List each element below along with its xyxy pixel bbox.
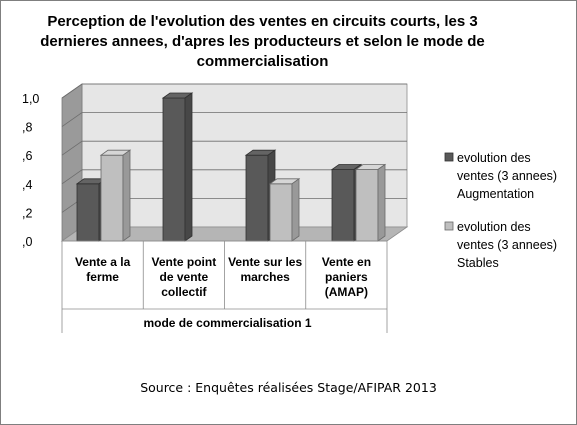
legend-swatch bbox=[444, 152, 454, 162]
x-category-label: Vente sur les marches bbox=[228, 255, 302, 284]
y-tick-label: ,0 bbox=[22, 235, 32, 249]
source-note: Source : Enquêtes réalisées Stage/AFIPAR… bbox=[140, 380, 437, 395]
legend-swatch bbox=[444, 221, 454, 231]
bar-augmentation bbox=[161, 92, 194, 242]
y-tick-label: 1,0 bbox=[22, 92, 39, 106]
bar-stables bbox=[99, 149, 132, 242]
legend-label: evolution des ventes (3 annees) Stables bbox=[457, 220, 557, 270]
gridline-side bbox=[61, 169, 83, 185]
y-tick-label: ,6 bbox=[22, 149, 32, 163]
x-category-label: Vente a la ferme bbox=[75, 255, 131, 284]
gridline-side bbox=[61, 83, 83, 99]
y-tick-label: ,8 bbox=[22, 121, 32, 135]
bar-stables bbox=[354, 163, 387, 242]
bar-stables bbox=[268, 178, 301, 242]
x-axis-title: mode de commercialisation 1 bbox=[143, 316, 311, 330]
chart-title: Perception de l'evolution des ventes en … bbox=[40, 13, 485, 70]
gridline-side bbox=[61, 112, 83, 127]
y-tick-label: ,2 bbox=[22, 206, 32, 220]
y-tick-label: ,4 bbox=[22, 178, 32, 192]
x-category-label: Vente point de vente collectif bbox=[152, 255, 217, 299]
gridline-side bbox=[61, 140, 83, 156]
legend-label: evolution des ventes (3 annees) Augmentati… bbox=[457, 151, 557, 201]
x-category-label: Vente en paniers (AMAP) bbox=[322, 255, 371, 299]
